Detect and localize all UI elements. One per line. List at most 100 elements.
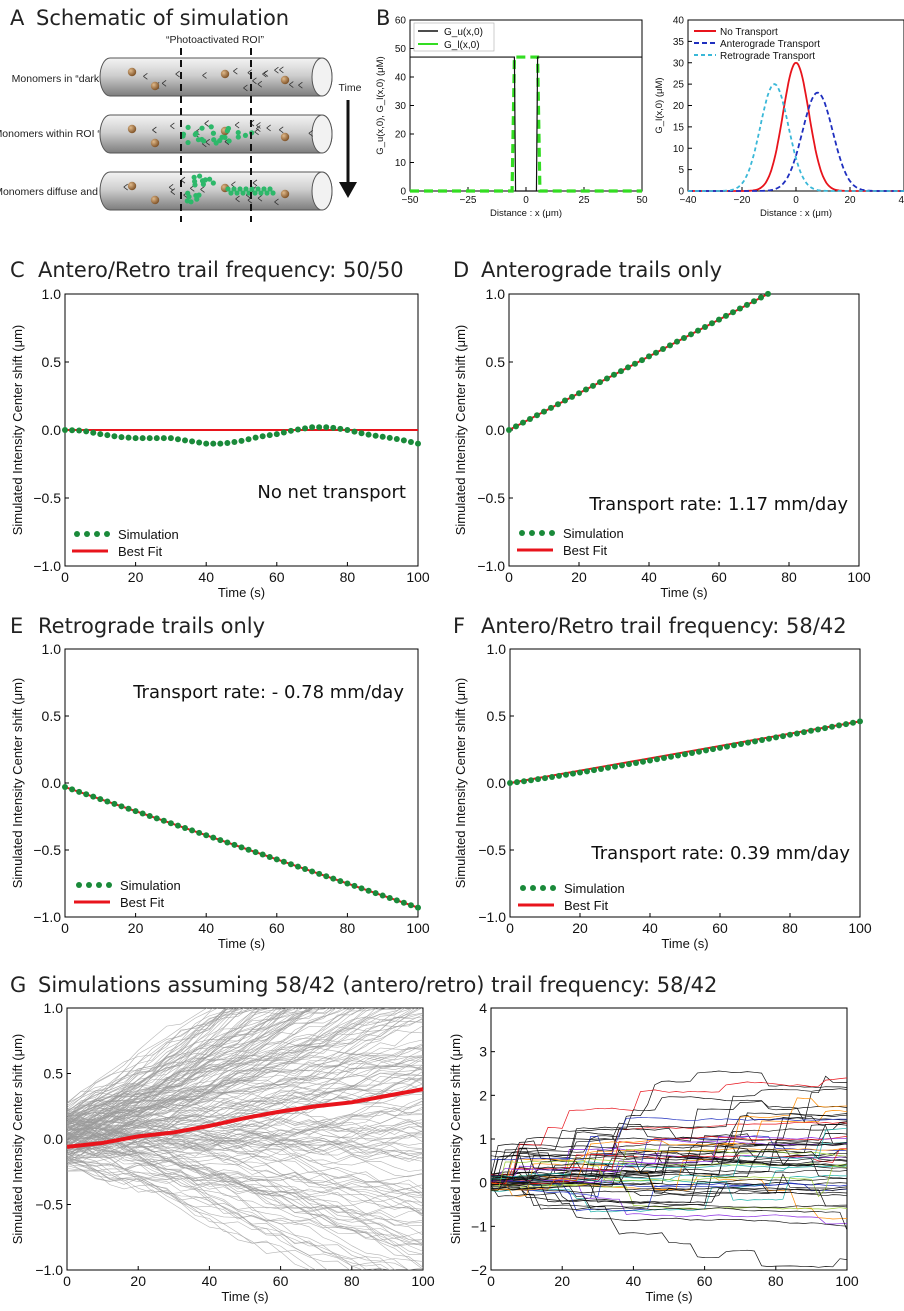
trajectory-line	[67, 1120, 423, 1268]
trajectory-line	[67, 1162, 423, 1222]
sim-point	[569, 393, 575, 400]
y-tick-label: −0.5	[477, 490, 505, 506]
series-gaussian	[688, 91, 904, 192]
legend-label-fit: Best Fit	[564, 898, 608, 913]
monomer-glyph	[274, 198, 279, 206]
sim-point	[765, 290, 771, 297]
sim-point	[717, 744, 723, 751]
trajectory-line	[67, 1008, 423, 1124]
assembled-polymer	[234, 190, 240, 196]
x-tick-label: 0	[793, 195, 799, 206]
trajectory-line	[67, 1008, 294, 1120]
sim-point	[829, 723, 835, 730]
trajectory-line	[67, 1047, 423, 1126]
trajectory-line	[491, 1143, 847, 1179]
sim-point	[822, 725, 828, 732]
x-axis-label: Time (s)	[661, 936, 708, 951]
roi-label: “Photoactivated ROI”	[166, 34, 265, 46]
sim-point	[365, 431, 372, 438]
x-tick-label: 100	[411, 1273, 435, 1289]
sim-point	[400, 437, 407, 444]
sim-point	[69, 786, 76, 793]
trajectory-line	[491, 1113, 847, 1179]
panel-c-letter: C	[10, 258, 25, 282]
vesicle	[220, 69, 230, 79]
sim-point	[759, 737, 765, 744]
legend-swatch-sim	[84, 531, 90, 537]
monomer-glyph	[252, 77, 257, 85]
chart-B2: −40 −20 0 20 40 0 5 10 15 20 25 30 35 40 Distance : x …	[654, 16, 904, 219]
x-axis-label: Time (s)	[221, 1289, 268, 1304]
activated-monomer	[208, 124, 214, 130]
trajectory-line	[67, 1047, 423, 1159]
sim-point	[167, 820, 174, 827]
trajectory-line	[491, 1169, 847, 1206]
transport-annotation: Transport rate: - 0.78 mm/day	[132, 682, 404, 703]
trajectory-line	[491, 1097, 847, 1191]
activated-monomer	[202, 177, 208, 183]
y-tick-label: 0.0	[44, 1131, 64, 1147]
sim-point	[210, 440, 217, 447]
trajectory-line	[67, 1008, 294, 1140]
sim-point	[632, 360, 638, 367]
sim-point	[646, 353, 652, 360]
series-gaussian	[688, 83, 904, 192]
x-tick-label: 40	[198, 920, 214, 936]
axon-tube	[99, 114, 333, 154]
monomer-glyph	[278, 126, 284, 134]
monomer-glyph	[205, 138, 210, 146]
sim-point	[139, 435, 146, 442]
x-tick-label: 20	[571, 569, 587, 585]
sim-point	[372, 432, 379, 439]
sim-point	[287, 861, 294, 868]
x-tick-label: 25	[578, 195, 590, 206]
x-tick-label: 60	[269, 569, 285, 585]
y-tick-label: −2	[471, 1262, 487, 1278]
sim-point	[682, 751, 688, 758]
sim-point	[351, 428, 358, 435]
activated-monomer	[224, 128, 231, 134]
x-axis-label: Time (s)	[218, 936, 265, 951]
sim-point	[681, 334, 687, 341]
activated-monomer	[186, 194, 192, 200]
assembled-polymer	[267, 186, 273, 192]
sim-point	[259, 851, 266, 858]
trajectory-line	[491, 1152, 847, 1186]
x-tick-label: 40	[898, 195, 904, 206]
sim-point	[280, 429, 287, 436]
trajectory-line	[67, 1142, 423, 1242]
trajectory-line	[67, 1072, 423, 1123]
vesicle	[127, 124, 137, 134]
tube-body	[99, 171, 333, 211]
sim-point	[238, 844, 245, 851]
trajectory-line	[491, 1148, 847, 1195]
monomer-glyph	[257, 80, 263, 88]
sim-point	[62, 784, 68, 791]
trajectory-line	[67, 1008, 235, 1112]
sim-point	[836, 722, 842, 729]
sim-point	[577, 769, 583, 776]
sim-point	[160, 817, 167, 824]
sim-point	[850, 719, 856, 726]
panel-a-title: Schematic of simulation	[36, 6, 290, 30]
trajectory-line	[67, 1008, 331, 1112]
sim-point	[393, 435, 400, 442]
sim-point	[723, 312, 729, 319]
trajectory-line	[67, 1076, 423, 1151]
monomer-glyph	[175, 70, 180, 78]
x-axis-label: Time (s)	[645, 1289, 692, 1304]
sim-point	[514, 779, 520, 786]
sim-point	[730, 309, 736, 316]
trajectory-line	[67, 1088, 423, 1116]
sim-point	[751, 298, 757, 305]
trajectory-line	[67, 1066, 423, 1162]
sim-point	[125, 434, 132, 441]
trajectory-line	[67, 1008, 321, 1150]
x-tick-label: 40	[198, 569, 214, 585]
sim-point	[252, 434, 259, 441]
legend-swatch-sim	[106, 882, 112, 888]
sim-point	[689, 749, 695, 756]
x-tick-label: 40	[202, 1273, 218, 1289]
activated-monomer	[219, 134, 225, 140]
sim-point	[302, 425, 309, 432]
